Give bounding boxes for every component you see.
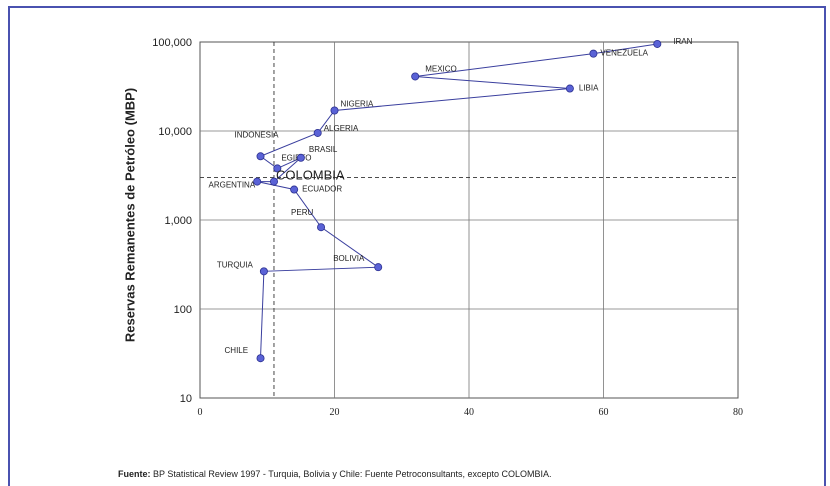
data-point bbox=[256, 354, 265, 363]
data-point bbox=[259, 267, 268, 276]
data-point bbox=[653, 39, 662, 48]
point-label: ALGERIA bbox=[324, 124, 359, 133]
point-label: ECUADOR bbox=[302, 185, 342, 194]
data-point bbox=[411, 72, 420, 81]
point-label: TURQUIA bbox=[217, 260, 254, 269]
y-axis-label-wrap: Reservas Remanentes de Petróleo (MBP) bbox=[118, 60, 142, 370]
chart-frame bbox=[8, 6, 826, 486]
point-label: VENEZUELA bbox=[600, 49, 648, 58]
y-tick-label: 10 bbox=[180, 393, 192, 405]
data-point bbox=[374, 263, 383, 272]
data-point bbox=[296, 153, 305, 162]
x-tick-label: 40 bbox=[464, 407, 474, 418]
source-note: Fuente: BP Statistical Review 1997 - Tur… bbox=[118, 469, 552, 479]
point-label: IRAN bbox=[673, 37, 692, 46]
x-tick-label: 20 bbox=[330, 407, 340, 418]
point-label: NIGERIA bbox=[341, 99, 375, 108]
data-point bbox=[253, 177, 262, 186]
y-tick-label: 100 bbox=[174, 304, 192, 316]
source-prefix: Fuente: bbox=[118, 469, 151, 479]
y-tick-label: 100,000 bbox=[152, 37, 192, 49]
point-label: COLOMBIA bbox=[276, 168, 345, 183]
y-tick-label: 10,000 bbox=[158, 126, 192, 138]
data-point bbox=[313, 128, 322, 137]
point-label: BOLIVIA bbox=[333, 254, 365, 263]
point-label: BRASIL bbox=[309, 145, 338, 154]
point-label: CHILE bbox=[225, 346, 249, 355]
point-label: PERU bbox=[291, 208, 313, 217]
point-label: MEXICO bbox=[425, 64, 457, 73]
x-tick-label: 0 bbox=[198, 407, 203, 418]
point-label: LIBIA bbox=[579, 84, 599, 93]
y-tick-label: 1,000 bbox=[164, 215, 192, 227]
data-point bbox=[317, 223, 326, 232]
data-point bbox=[330, 106, 339, 115]
data-point bbox=[565, 84, 574, 93]
data-point bbox=[273, 164, 282, 173]
point-label: INDONESIA bbox=[235, 130, 280, 139]
data-point bbox=[589, 49, 598, 58]
data-point bbox=[269, 177, 278, 186]
source-text: BP Statistical Review 1997 - Turquia, Bo… bbox=[150, 469, 552, 479]
point-label: EGIPTO bbox=[281, 153, 311, 162]
x-tick-label: 80 bbox=[733, 407, 743, 418]
x-tick-label: 60 bbox=[599, 407, 609, 418]
point-label: ARGENTINA bbox=[208, 181, 255, 190]
y-axis-label: Reservas Remanentes de Petróleo (MBP) bbox=[122, 87, 138, 343]
data-point bbox=[290, 185, 299, 194]
series-line bbox=[257, 43, 658, 359]
data-point bbox=[256, 152, 265, 161]
